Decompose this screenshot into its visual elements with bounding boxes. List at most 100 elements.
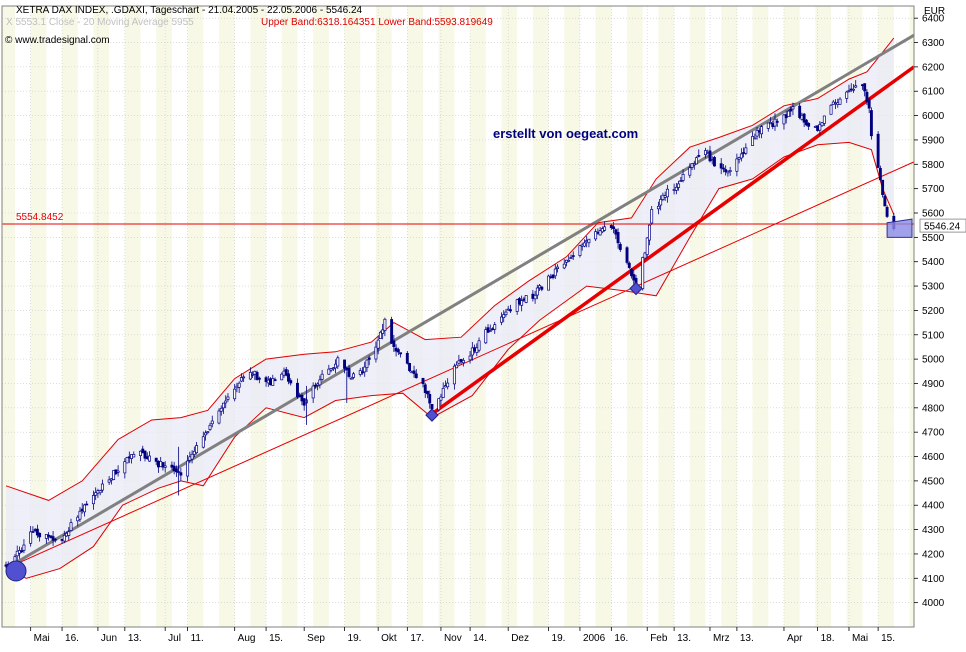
candle-body	[502, 314, 506, 319]
candle-body	[154, 457, 158, 462]
candle-body	[446, 382, 450, 388]
candle-body	[271, 378, 275, 386]
week-stripe	[595, 6, 612, 627]
candle-body	[647, 224, 651, 241]
candle-body	[650, 209, 654, 224]
candle-body	[237, 382, 241, 388]
y-tick-label: 6200	[922, 62, 945, 73]
candle-body	[876, 133, 880, 168]
candle-body	[784, 114, 788, 119]
candle-body	[854, 85, 858, 88]
week-stripe	[846, 6, 863, 627]
x-tick-label: 16.	[614, 633, 628, 644]
candle-body	[618, 243, 622, 250]
candle-body	[381, 329, 385, 334]
candle-body	[296, 382, 299, 398]
week-stripe	[689, 6, 706, 627]
candle-body	[374, 346, 378, 360]
candle-body	[885, 206, 889, 217]
indicator-legend: X 5553.1 Close - 20 Moving Average 5955	[6, 17, 194, 28]
y-tick-label: 5000	[922, 355, 945, 366]
candle-body	[172, 465, 176, 472]
week-stripe	[909, 6, 914, 627]
candle-body	[800, 114, 804, 120]
candle-body	[378, 331, 382, 339]
y-tick-label: 5900	[922, 135, 945, 146]
candle-body	[757, 130, 761, 133]
y-tick-label: 6300	[922, 38, 945, 49]
candle-body	[67, 531, 71, 536]
candle-body	[829, 104, 833, 115]
candle-body	[865, 91, 869, 102]
x-tick-label: 15.	[881, 633, 895, 644]
candle-body	[210, 420, 214, 425]
candle-body	[206, 431, 210, 433]
candle-body	[520, 300, 524, 306]
week-stripe	[658, 6, 675, 627]
candle-body	[616, 232, 620, 244]
candle-body	[130, 454, 134, 459]
candle-body	[721, 167, 725, 170]
candle-body	[816, 125, 820, 131]
candle-body	[710, 159, 714, 162]
candle-body	[515, 299, 519, 312]
candle-body	[22, 544, 26, 551]
x-tick-label: 16.	[65, 633, 79, 644]
y-tick-label: 4300	[922, 525, 945, 536]
candle-body	[500, 316, 503, 323]
x-tick-label: 17.	[410, 633, 424, 644]
candle-body	[159, 461, 163, 467]
candle-body	[533, 294, 537, 300]
candle-body	[392, 340, 396, 347]
y-tick-label: 6100	[922, 87, 945, 98]
candle-body	[782, 114, 786, 125]
candle-body	[157, 460, 160, 468]
candle-body	[578, 245, 582, 256]
week-stripe	[407, 6, 424, 627]
candle-body	[773, 118, 777, 127]
candle-body	[242, 376, 246, 379]
candle-body	[313, 384, 317, 387]
last-price-label: 5546.24	[924, 222, 961, 233]
candle-body	[201, 436, 205, 448]
y-tick-label: 6000	[922, 111, 945, 122]
x-tick-label: Mrz	[713, 633, 730, 644]
candle-body	[713, 157, 716, 167]
candle-body	[358, 370, 362, 375]
candle-body	[361, 371, 364, 374]
candle-body	[535, 287, 539, 296]
candle-body	[376, 339, 380, 349]
week-stripe	[783, 6, 800, 627]
x-tick-label: 11.	[191, 633, 204, 644]
candle-body	[567, 259, 571, 262]
candle-body	[468, 355, 472, 361]
candle-body	[257, 377, 261, 380]
candle-body	[264, 377, 268, 383]
y-tick-label: 4500	[922, 476, 945, 487]
plot-frame	[1, 5, 915, 628]
candle-body	[600, 228, 604, 233]
x-tick-label: Aug	[238, 633, 256, 644]
candle-body	[742, 152, 746, 154]
week-stripe	[30, 6, 47, 627]
candle-body	[484, 329, 488, 344]
candle-body	[838, 98, 842, 105]
candle-body	[562, 263, 566, 269]
candle-body	[396, 349, 400, 353]
candle-body	[365, 359, 369, 369]
candle-body	[408, 362, 412, 372]
candle-body	[49, 535, 53, 538]
candle-body	[706, 152, 710, 154]
candle-body	[831, 101, 835, 105]
x-tick-label: 13.	[677, 633, 691, 644]
candle-body	[51, 536, 55, 541]
y-tick-label: 5600	[922, 209, 945, 220]
x-tick-label: 18.	[821, 633, 835, 644]
source-credit: © www.tradesignal.com	[5, 35, 110, 46]
candle-body	[352, 373, 355, 378]
diamond-marker	[629, 281, 643, 296]
candle-body	[143, 450, 147, 459]
y-tick-label: 4800	[922, 403, 945, 414]
candle-body	[410, 371, 414, 374]
candle-body	[76, 516, 80, 522]
